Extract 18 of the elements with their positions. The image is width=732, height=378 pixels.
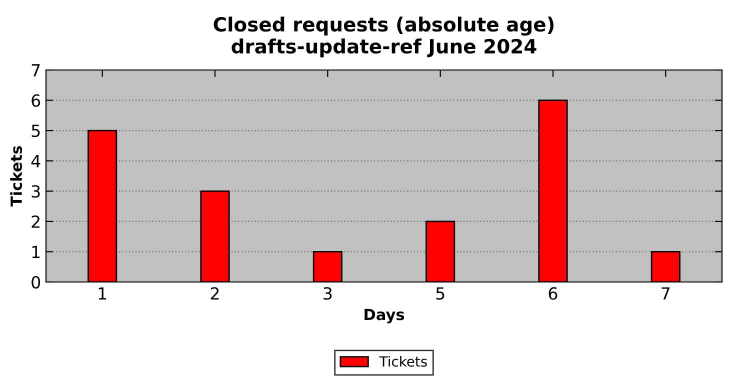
y-tick-label: 6: [32, 94, 40, 107]
x-axis-title: Days: [364, 308, 404, 324]
y-axis-title: Tickets: [10, 146, 22, 207]
y-tick-label: 0: [32, 276, 40, 289]
y-tick-label: 1: [32, 246, 40, 258]
chart-title: Closed requests (absolute age) drafts-update-ref June 2024: [214, 16, 554, 58]
y-tick-label: 7: [32, 64, 40, 76]
legend-label: Tickets: [379, 356, 427, 367]
x-tick-label: 3: [324, 287, 332, 300]
y-tick-label: 5: [32, 124, 40, 138]
x-tick-label: 5: [436, 287, 444, 300]
x-tick-label: 7: [662, 287, 670, 300]
y-tick-label: 2: [32, 215, 40, 228]
x-tick-label: 2: [210, 287, 219, 300]
y-tick-label: 4: [31, 155, 40, 168]
x-tick-label: 1: [98, 287, 106, 300]
x-tick-label: 6: [548, 287, 558, 300]
y-tick-label: 3: [32, 185, 40, 198]
